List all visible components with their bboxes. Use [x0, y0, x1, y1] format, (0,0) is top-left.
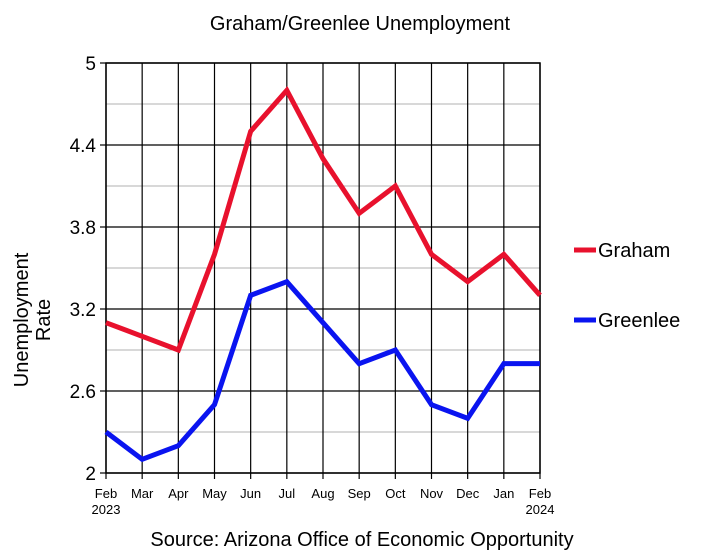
y-tick-label: 3.2 [70, 300, 96, 321]
x-tick-label: Oct [385, 486, 406, 501]
x-tick-label: Dec [456, 486, 480, 501]
chart-title: Graham/Greenlee Unemployment [210, 13, 511, 35]
y-tick-label: 2.6 [70, 382, 96, 403]
legend-label: Graham [598, 240, 670, 262]
x-tick-label: Sep [348, 486, 371, 501]
x-tick-label: Jan [493, 486, 514, 501]
x-tick-label: Feb 2023 [92, 486, 121, 517]
y-tick-label: 2 [85, 464, 96, 485]
x-tick-label: Apr [168, 486, 189, 501]
x-tick-label: Jun [240, 486, 261, 501]
x-tick-label: Jul [279, 486, 296, 501]
plot-frame [105, 62, 541, 474]
source-note: Source: Arizona Office of Economic Oppor… [150, 529, 573, 551]
x-tick-label: Mar [131, 486, 154, 501]
x-tick-label: Aug [311, 486, 334, 501]
y-tick-label: 4.4 [70, 136, 97, 157]
x-tick-label: May [202, 486, 227, 501]
y-axis-label: UnemploymentRate [11, 252, 55, 387]
line-series [105, 85, 542, 354]
legend-label: Greenlee [598, 310, 680, 332]
y-tick-label: 5 [85, 54, 96, 75]
y-tick-label: 3.8 [70, 218, 96, 239]
line-series [104, 278, 540, 463]
x-tick-label: Feb 2024 [526, 486, 555, 517]
x-tick-label: Nov [420, 486, 444, 501]
